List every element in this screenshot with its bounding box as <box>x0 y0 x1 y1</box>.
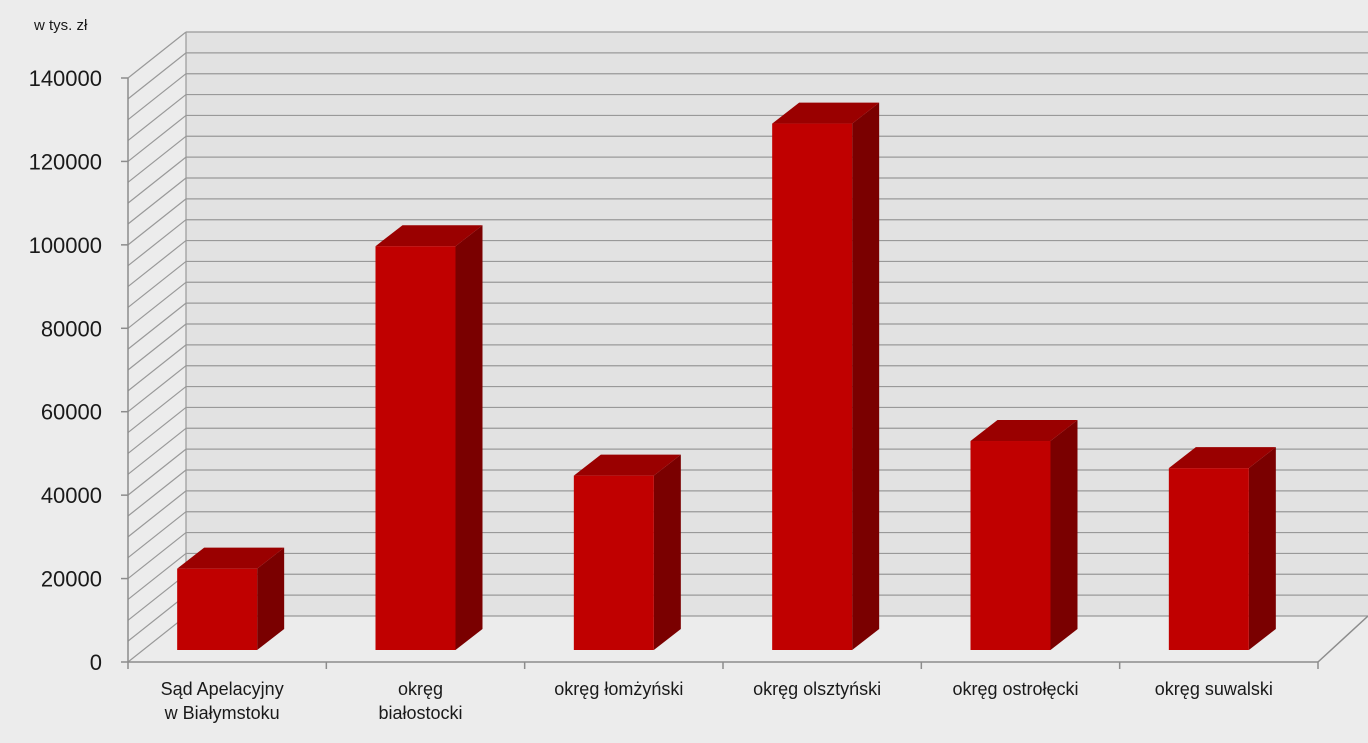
y-tick-label: 80000 <box>41 316 102 341</box>
x-category-label: okręg łomżyński <box>554 679 683 699</box>
x-category-label: okręg ostrołęcki <box>952 679 1078 699</box>
bar <box>177 547 285 650</box>
gridline-side <box>127 114 187 162</box>
gridline-side <box>127 240 187 288</box>
gridline-side <box>127 73 187 121</box>
gridline-side <box>127 177 187 225</box>
y-tick-label: 100000 <box>29 233 102 258</box>
bar-top <box>970 420 1078 442</box>
bar <box>573 454 681 650</box>
y-tick-label: 20000 <box>41 567 102 592</box>
gridline-side <box>127 219 187 267</box>
gridline-side <box>127 31 187 79</box>
y-tick-label: 140000 <box>29 66 102 91</box>
x-category-label: okręg suwalski <box>1155 679 1273 699</box>
y-tick-label: 40000 <box>41 483 102 508</box>
bar-side <box>257 547 285 650</box>
bars <box>177 102 1276 650</box>
gridline-side <box>127 615 187 663</box>
x-category-label: okręg olsztyński <box>753 679 881 699</box>
bar-top <box>573 454 681 476</box>
x-category-label: Sąd Apelacyjny <box>161 679 284 699</box>
gridline-side <box>127 427 187 475</box>
gridline-side <box>127 448 187 496</box>
bar-front <box>375 246 456 650</box>
gridline-side <box>127 135 187 183</box>
gridline-side <box>127 573 187 621</box>
x-category-label: okręg <box>398 679 443 699</box>
bar-top <box>375 225 483 247</box>
bar-side <box>1248 447 1276 650</box>
y-tick-label: 60000 <box>41 400 102 425</box>
bar-front <box>970 441 1051 650</box>
bar <box>1168 447 1276 650</box>
labels: 0 20000 40000 60000 80000 100000 120000 140000 w… <box>29 17 1273 723</box>
gridline-side <box>127 344 187 392</box>
bar-top <box>177 547 285 569</box>
bar <box>970 420 1078 650</box>
gridline-side <box>127 281 187 329</box>
gridline-side <box>127 552 187 600</box>
gridline-side <box>127 532 187 580</box>
bar-front <box>177 568 258 650</box>
axes <box>121 77 1368 669</box>
x-category-label: w Białymstoku <box>164 703 280 723</box>
bar-side <box>653 454 681 650</box>
gridline-side <box>127 406 187 454</box>
bar-front <box>772 123 853 650</box>
bar-side <box>852 102 880 650</box>
gridline-side <box>127 260 187 308</box>
gridline-side <box>127 511 187 559</box>
gridline-side <box>127 594 187 642</box>
gridline-side <box>127 469 187 517</box>
x-category-label: białostocki <box>378 703 462 723</box>
y-tick-label: 120000 <box>29 149 102 174</box>
bar-side <box>455 225 483 650</box>
bar-front <box>573 475 654 650</box>
gridline-side <box>127 156 187 204</box>
gridline-side <box>127 52 187 100</box>
bar-side <box>1050 420 1078 650</box>
bar-top <box>1168 447 1276 469</box>
gridline-side <box>127 386 187 434</box>
floor-right-edge <box>1317 615 1368 663</box>
bar <box>375 225 483 650</box>
gridline-side <box>127 302 187 350</box>
gridline-side <box>127 365 187 413</box>
y-tick-label: 0 <box>90 650 102 675</box>
gridline-side <box>127 490 187 538</box>
bar-top <box>772 102 880 124</box>
gridline-side <box>127 94 187 142</box>
bar-front <box>1168 468 1249 650</box>
gridline-side <box>127 198 187 246</box>
gridline-side <box>127 323 187 371</box>
y-unit-label: w tys. zł <box>33 17 88 34</box>
bar <box>772 102 880 650</box>
